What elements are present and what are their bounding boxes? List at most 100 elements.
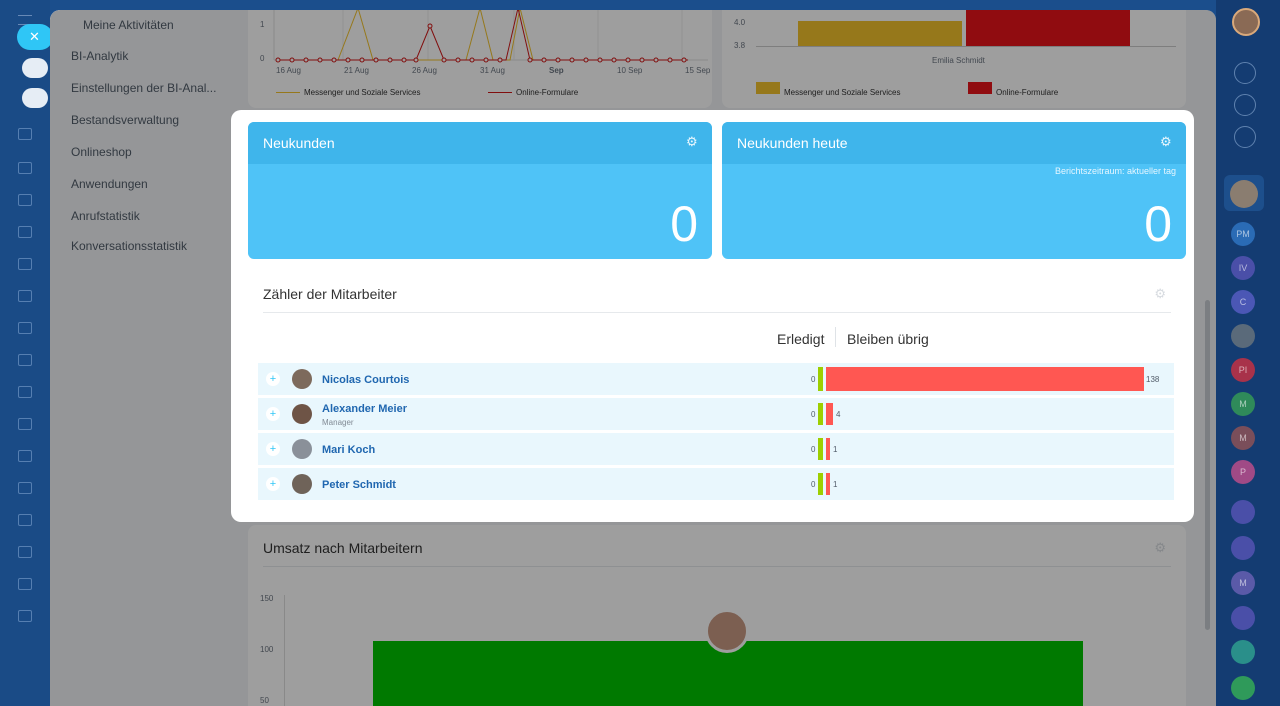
chat-avatar[interactable] — [1230, 180, 1258, 208]
x-tick: 10 Sep — [617, 66, 643, 75]
chat-badge[interactable]: PM — [1231, 222, 1255, 246]
chat-icon[interactable] — [18, 290, 32, 302]
employee-name-link[interactable]: Alexander Meier — [322, 403, 407, 415]
gear-icon[interactable]: ⚙ — [1154, 286, 1166, 301]
search-chat-icon[interactable] — [1234, 126, 1256, 148]
table-row: + Nicolas Courtois 0 138 — [258, 363, 1174, 395]
inventory-icon[interactable] — [18, 578, 32, 590]
cart-icon[interactable] — [18, 450, 32, 462]
chat-avatar[interactable] — [1231, 324, 1255, 348]
calendar-icon[interactable] — [18, 322, 32, 334]
chat-badge[interactable]: M — [1231, 571, 1255, 595]
done-bar — [818, 473, 823, 495]
expand-plus-icon[interactable]: + — [266, 477, 280, 491]
kpi-period-note: Berichtszeitraum: aktueller tag — [1054, 166, 1176, 176]
chat-badge[interactable]: IV — [1231, 256, 1255, 280]
done-value: 0 — [811, 375, 816, 384]
gear-icon[interactable]: ⚙ — [686, 134, 698, 149]
task-chat-icon[interactable] — [1231, 640, 1255, 664]
employee-name-link[interactable]: Peter Schmidt — [322, 479, 396, 491]
payments-icon[interactable] — [18, 226, 32, 238]
copilot-chat-icon[interactable] — [1231, 606, 1255, 630]
side-menu: Meine Aktivitäten BI-Analytik Einstellun… — [50, 10, 240, 706]
x-tick: Sep — [549, 66, 564, 75]
kpi-card-new-clients-today: Neukunden heute ⚙ Berichtszeitraum: aktu… — [722, 122, 1186, 259]
menu-item-applications[interactable]: Anwendungen — [71, 177, 148, 191]
lock-icon[interactable] — [1231, 676, 1255, 700]
sales-card: Umsatz nach Mitarbeitern ⚙ 150 100 50 — [248, 525, 1186, 706]
gear-icon[interactable]: ⚙ — [1154, 540, 1166, 555]
kpi-value: 0 — [1144, 196, 1172, 252]
analytics-icon[interactable] — [18, 386, 32, 398]
divider — [263, 566, 1171, 567]
table-row: + Peter Schmidt 0 1 — [258, 468, 1174, 500]
menu-item-onlineshop[interactable]: Onlineshop — [71, 145, 132, 159]
table-row: + Alexander Meier Manager 0 4 — [258, 398, 1174, 430]
sites-icon[interactable] — [18, 258, 32, 270]
chat-badge[interactable]: C — [1231, 290, 1255, 314]
employee-name-link[interactable]: Mari Koch — [322, 444, 376, 456]
legend-swatch — [968, 82, 992, 94]
feed-icon[interactable] — [18, 128, 32, 140]
bar-messenger — [798, 21, 962, 46]
employee-counter-card: Zähler der Mitarbeiter ⚙ Erledigt Bleibe… — [248, 271, 1186, 512]
open-in-new-window-icon[interactable] — [22, 58, 48, 78]
menu-item-my-activities[interactable]: Meine Aktivitäten — [83, 18, 174, 32]
copilot-chat-icon[interactable] — [1231, 536, 1255, 560]
done-bar — [818, 367, 823, 391]
copy-link-icon[interactable] — [22, 88, 48, 108]
done-value: 0 — [811, 445, 816, 454]
bar-chart-card: 4.0 3.8 Emilia Schmidt Messenger und Soz… — [722, 10, 1186, 108]
copilot-icon[interactable] — [1234, 94, 1256, 116]
documents-icon[interactable] — [18, 194, 32, 206]
tasks-icon[interactable] — [18, 354, 32, 366]
line-chart — [273, 10, 708, 63]
menu-item-call-statistics[interactable]: Anrufstatistik — [71, 209, 140, 223]
x-tick: 21 Aug — [344, 66, 369, 75]
user-avatar[interactable] — [1232, 8, 1260, 36]
table-row: + Mari Koch 0 1 — [258, 433, 1174, 465]
done-bar — [818, 403, 823, 425]
menu-item-bi-settings[interactable]: Einstellungen der BI-Anal... — [71, 81, 217, 95]
remaining-value: 4 — [836, 410, 841, 419]
legend-swatch — [488, 92, 512, 93]
employee-avatar — [705, 609, 749, 653]
automation-icon[interactable] — [18, 482, 32, 494]
expand-plus-icon[interactable]: + — [266, 407, 280, 421]
settings-icon[interactable] — [18, 610, 32, 622]
support-icon[interactable] — [18, 514, 32, 526]
avatar-placeholder-icon — [292, 439, 312, 459]
chat-badge[interactable]: M — [1231, 426, 1255, 450]
column-header-remaining: Bleiben übrig — [847, 331, 929, 347]
right-communication-rail: PM IV C PI M M P M — [1216, 0, 1280, 706]
close-slider-button[interactable]: ✕ — [17, 24, 53, 50]
gear-icon[interactable]: ⚙ — [1160, 134, 1172, 149]
kpi-card-new-clients: Neukunden ⚙ 0 — [248, 122, 712, 259]
scrollbar[interactable] — [1205, 300, 1210, 630]
menu-item-inventory[interactable]: Bestandsverwaltung — [71, 113, 180, 127]
filter-icon[interactable] — [18, 418, 32, 430]
notifications-icon[interactable] — [1234, 62, 1256, 84]
x-tick: 16 Aug — [276, 66, 301, 75]
avatar — [292, 369, 312, 389]
left-navigation-rail: ✕ — [0, 0, 53, 706]
sales-title: Umsatz nach Mitarbeitern — [263, 540, 423, 556]
employee-name-link[interactable]: Nicolas Courtois — [322, 374, 410, 386]
kpi-title: Neukunden — [248, 122, 712, 164]
expand-plus-icon[interactable]: + — [266, 442, 280, 456]
y-tick: 0 — [260, 54, 265, 63]
chat-badge[interactable]: PI — [1231, 358, 1255, 382]
menu-item-bi-analytics[interactable]: BI-Analytik — [71, 49, 129, 63]
crm-icon[interactable] — [18, 162, 32, 174]
expand-plus-icon[interactable]: + — [266, 372, 280, 386]
chat-badge[interactable]: M — [1231, 392, 1255, 416]
kpi-value: 0 — [670, 196, 698, 252]
chat-badge[interactable]: P — [1231, 460, 1255, 484]
avatar — [292, 474, 312, 494]
copilot-chat-icon[interactable] — [1231, 500, 1255, 524]
menu-item-conversation-statistics[interactable]: Konversationsstatistik — [71, 239, 188, 253]
remaining-value: 1 — [833, 445, 838, 454]
remaining-bar — [826, 367, 1144, 391]
sign-icon[interactable] — [18, 546, 32, 558]
legend-label: Online-Formulare — [516, 88, 579, 97]
